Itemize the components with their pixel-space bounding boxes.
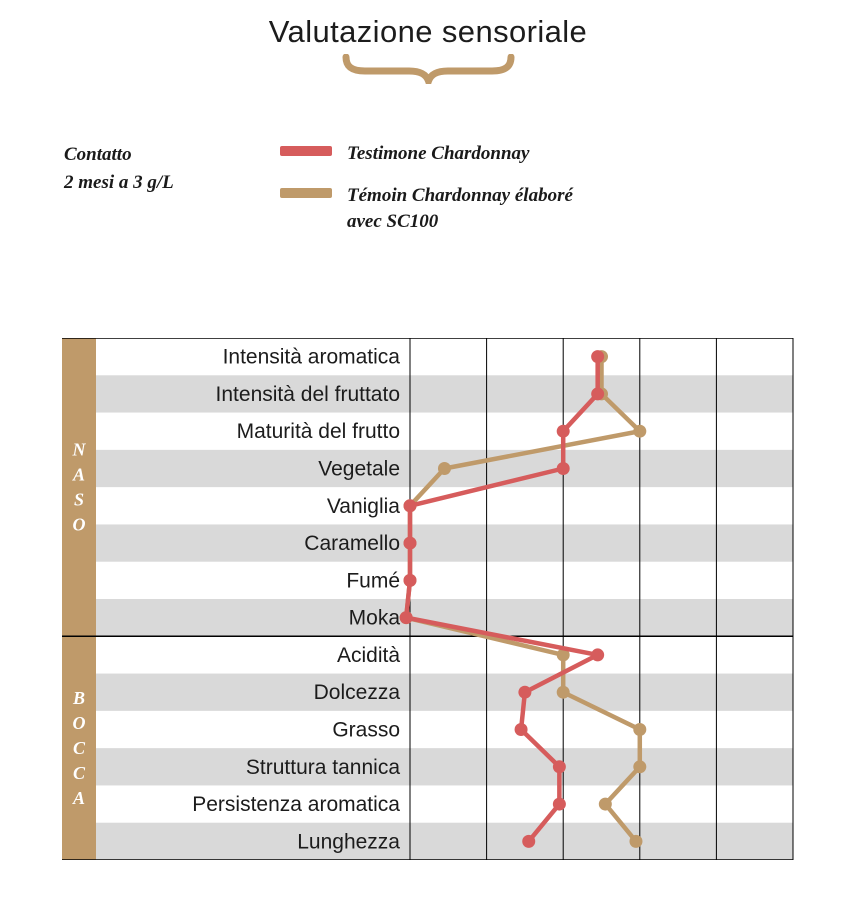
row-stripe [96,673,793,711]
curly-brace-icon [342,53,515,92]
series-marker-0 [591,387,605,401]
context-line-1: Contatto [64,144,132,165]
legend-swatch-tan [280,188,332,198]
category-label: Intensità aromatica [223,346,401,369]
legend-swatch-red [280,146,332,156]
group-letter-bocca: C [73,738,86,758]
series-marker-0 [403,536,417,550]
series-marker-1 [633,424,647,438]
category-label: Moka [349,607,401,630]
series-marker-1 [437,462,451,475]
category-label: Fumé [346,569,400,592]
legend-label-temoin-line2: avec SC100 [347,211,439,232]
group-band [62,338,96,860]
series-marker-1 [633,723,647,736]
group-letter-bocca: A [72,788,85,808]
series-marker-0 [556,424,570,438]
legend-item-temoin: Témoin Chardonnay élaboré avec SC100 [280,183,573,235]
series-marker-0 [514,723,528,736]
category-label: Acidità [337,644,400,667]
category-label: Lunghezza [297,830,400,853]
series-marker-0 [399,611,413,625]
series-marker-0 [403,573,417,587]
series-marker-0 [403,499,417,513]
row-stripe [96,822,793,860]
category-label: Maturità del frutto [237,420,400,443]
category-label: Vegetale [318,458,400,481]
page-title: Valutazione sensoriale [268,14,588,49]
context-line-2: 2 mesi a 3 g/L [64,172,174,193]
series-marker-1 [556,648,570,662]
series-marker-0 [591,350,605,364]
group-letter-naso: N [72,440,87,460]
series-marker-1 [633,760,647,774]
series-marker-1 [629,834,643,848]
group-letter-bocca: O [73,713,86,733]
legend-item-testimone: Testimone Chardonnay [280,141,573,167]
category-label: Grasso [332,719,400,742]
group-letter-naso: S [74,490,84,510]
row-stripe [96,375,793,413]
title-brace-decoration [341,53,516,92]
legend-label-temoin: Témoin Chardonnay élaboré avec SC100 [347,183,573,235]
category-label: Caramello [304,532,400,555]
category-label: Vaniglia [327,495,400,518]
group-letter-bocca: C [73,763,86,783]
legend-label-temoin-line1: Témoin Chardonnay élaboré [347,185,573,206]
category-label: Intensità del fruttato [216,383,400,406]
row-stripe [96,748,793,786]
legend-label-testimone: Testimone Chardonnay [347,143,530,164]
chart-legend: Testimone Chardonnay Témoin Chardonnay é… [280,141,573,251]
group-letter-naso: O [73,515,86,535]
series-marker-0 [591,648,605,662]
category-label: Struttura tannica [246,756,400,779]
series-marker-0 [552,797,566,811]
series-marker-0 [552,760,566,774]
legend-context: Contatto 2 mesi a 3 g/L [64,141,174,197]
series-marker-0 [518,685,532,699]
series-marker-1 [598,797,612,811]
series-marker-0 [556,462,570,475]
category-label: Dolcezza [314,681,401,704]
series-marker-0 [522,834,536,848]
group-letter-bocca: B [72,688,85,708]
row-stripe [96,524,793,562]
series-marker-1 [556,685,570,699]
row-stripe [96,599,793,637]
category-label: Persistenza aromatica [192,793,400,816]
group-letter-naso: A [72,465,85,485]
